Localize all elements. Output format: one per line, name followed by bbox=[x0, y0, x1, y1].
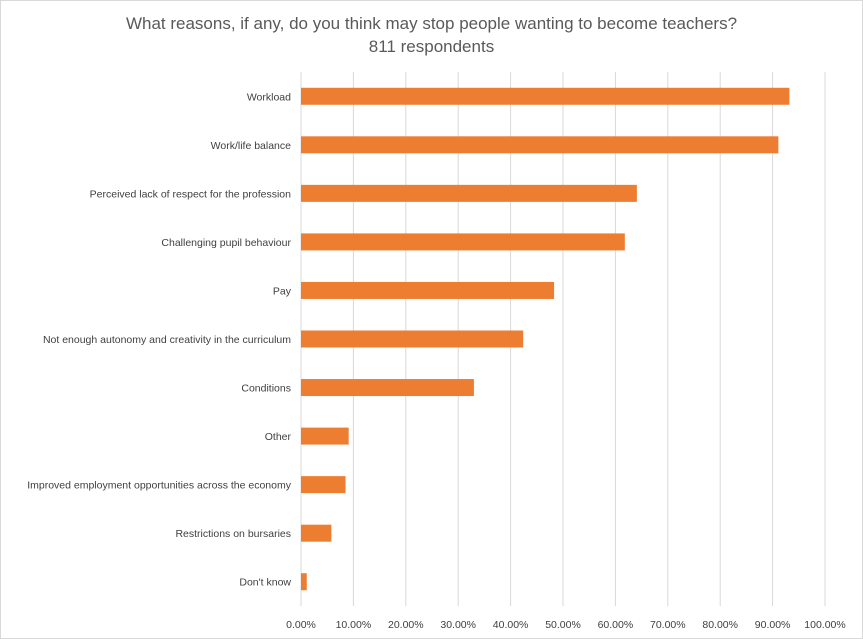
category-label: Work/life balance bbox=[211, 140, 292, 152]
category-label: Other bbox=[265, 431, 292, 443]
bar bbox=[301, 184, 637, 202]
category-label: Improved employment opportunities across… bbox=[27, 480, 292, 492]
bar bbox=[301, 233, 625, 251]
category-label: Pay bbox=[273, 285, 292, 297]
x-tick-label: 30.00% bbox=[440, 619, 476, 631]
x-tick-label: 80.00% bbox=[702, 619, 738, 631]
category-label: Challenging pupil behaviour bbox=[161, 237, 291, 249]
bar bbox=[301, 476, 346, 494]
x-tick-label: 70.00% bbox=[650, 619, 686, 631]
x-axis-tick-labels: 0.00% 10.00% 20.00% 30.00% 40.00% 50.00% 60.00… bbox=[286, 619, 846, 631]
bar bbox=[301, 427, 349, 445]
chart-subtitle: 811 respondents bbox=[368, 37, 495, 56]
bar bbox=[301, 136, 779, 154]
x-tick-label: 60.00% bbox=[598, 619, 634, 631]
bar bbox=[301, 573, 307, 591]
category-label: Not enough autonomy and creativity in th… bbox=[43, 334, 291, 346]
bar bbox=[301, 524, 332, 542]
x-tick-label: 90.00% bbox=[755, 619, 791, 631]
category-label: Perceived lack of respect for the profes… bbox=[90, 188, 292, 200]
x-tick-label: 0.00% bbox=[286, 619, 316, 631]
x-tick-label: 20.00% bbox=[388, 619, 424, 631]
x-tick-label: 10.00% bbox=[336, 619, 372, 631]
chart-title-block: What reasons, if any, do you think may s… bbox=[0, 12, 863, 58]
category-label: Don't know bbox=[239, 577, 291, 589]
chart-title: What reasons, if any, do you think may s… bbox=[125, 14, 738, 33]
x-tick-label: 50.00% bbox=[545, 619, 581, 631]
category-label: Restrictions on bursaries bbox=[175, 528, 291, 540]
bars bbox=[301, 87, 790, 591]
bar bbox=[301, 379, 474, 397]
category-labels: Workload Work/life balance Perceived lack … bbox=[27, 91, 292, 588]
bar bbox=[301, 281, 555, 299]
category-label: Workload bbox=[247, 91, 291, 103]
category-label: Conditions bbox=[241, 383, 291, 395]
bar bbox=[301, 87, 790, 105]
bar bbox=[301, 330, 524, 348]
x-tick-label: 40.00% bbox=[493, 619, 529, 631]
x-tick-label: 100.00% bbox=[804, 619, 845, 631]
